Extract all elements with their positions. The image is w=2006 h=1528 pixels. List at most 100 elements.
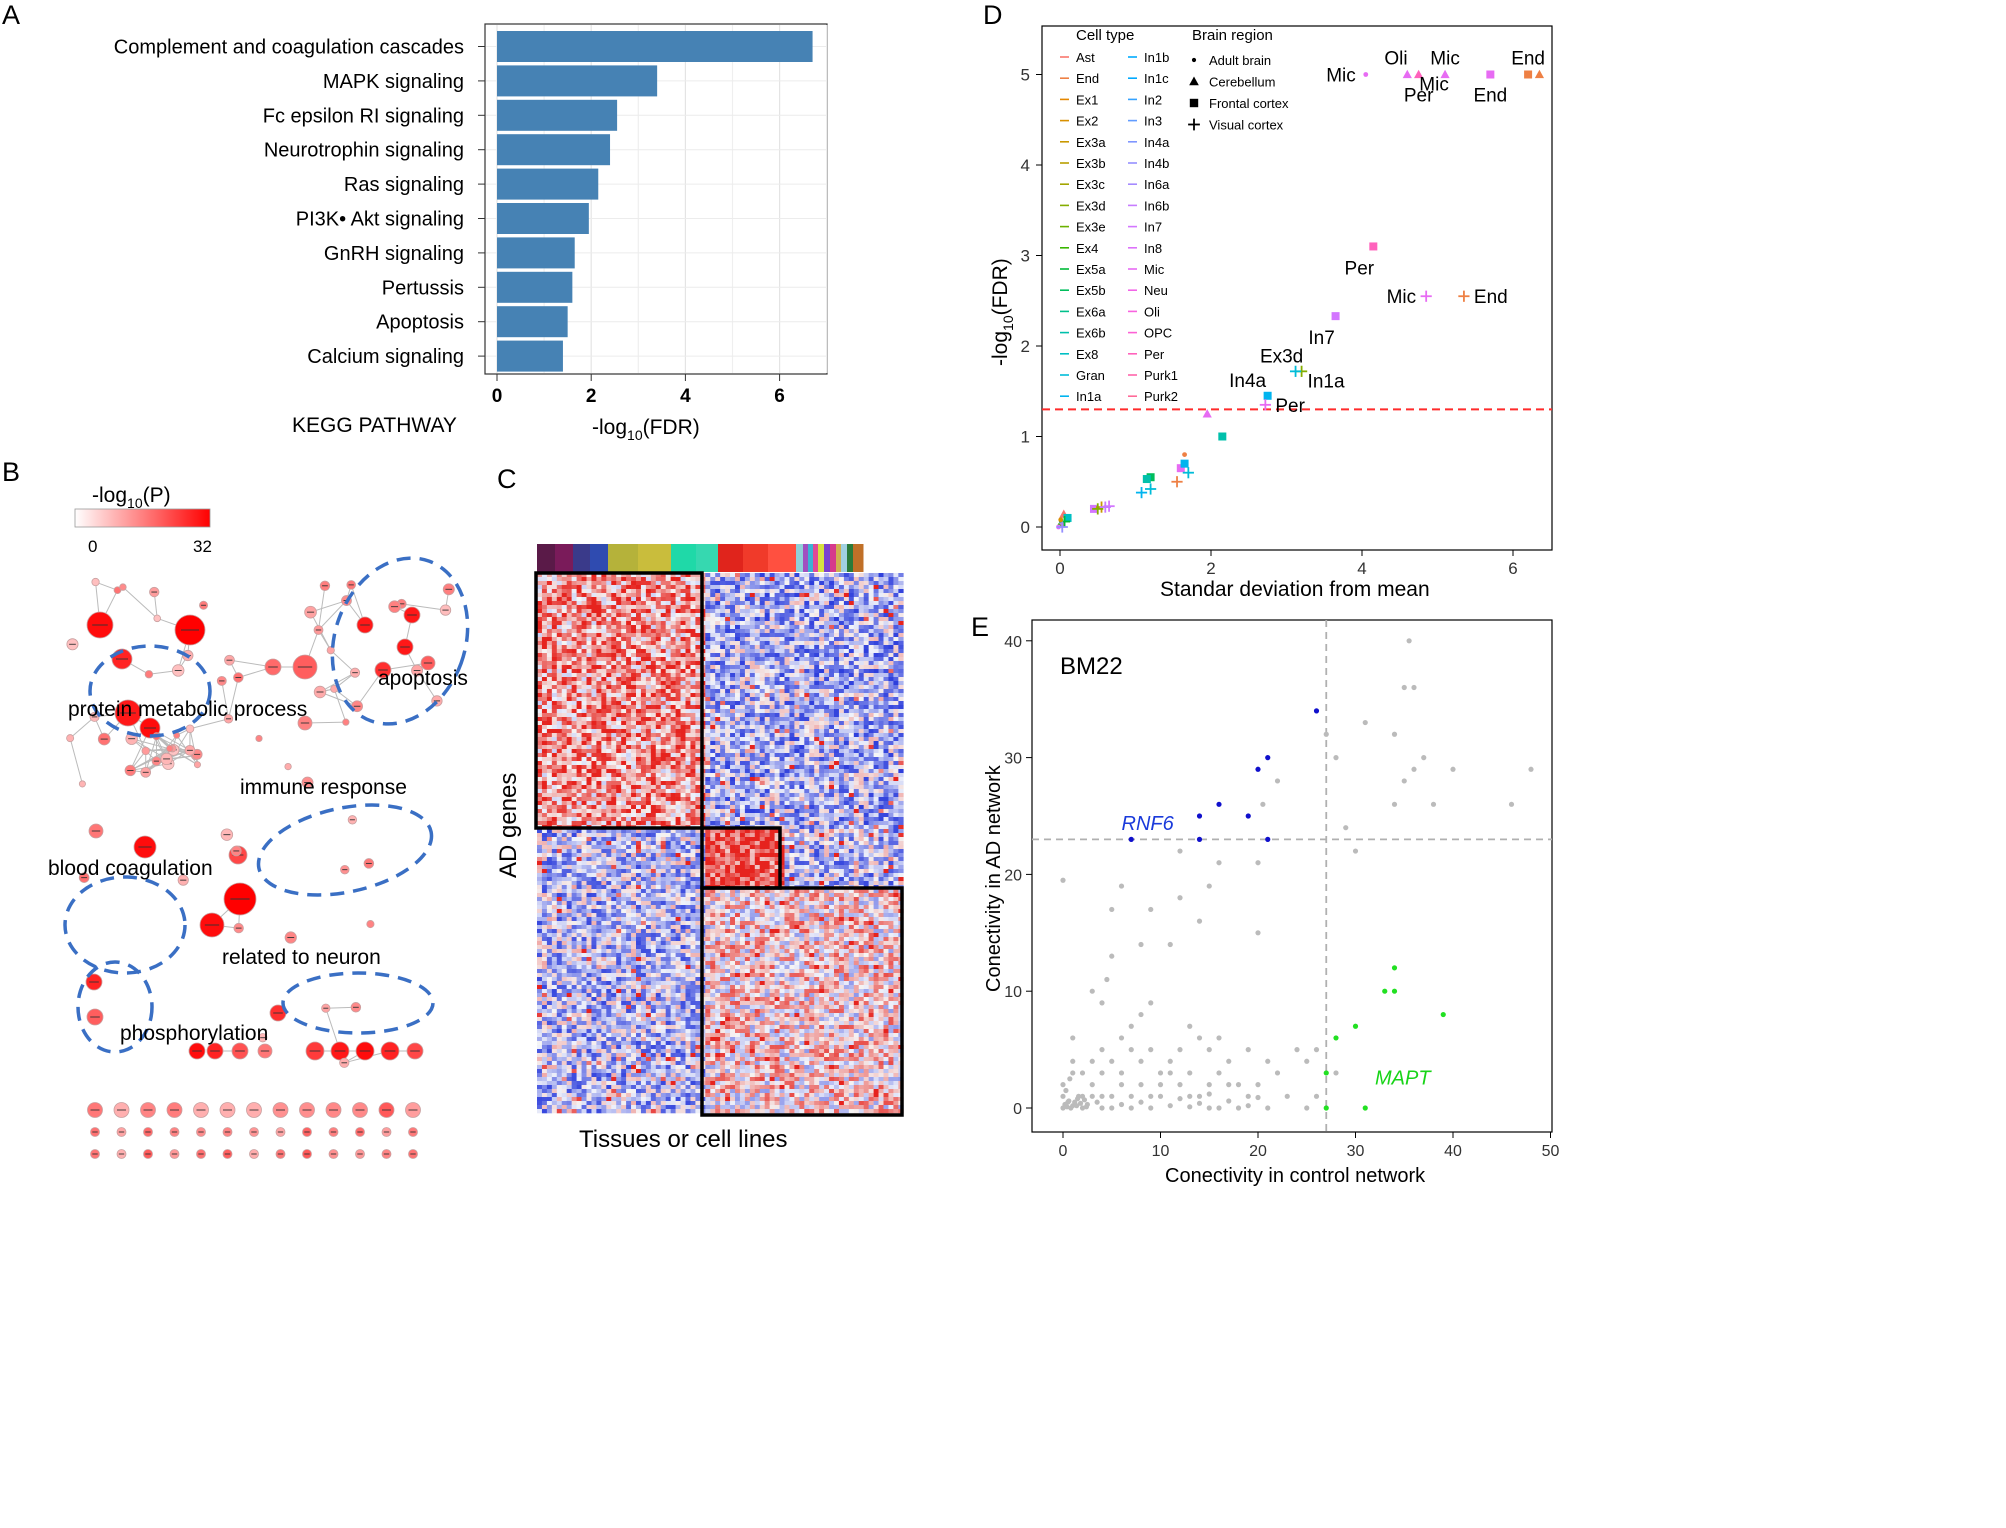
heatmap-cell <box>541 573 548 578</box>
heatmap-cell <box>848 573 855 578</box>
heatmap-cell <box>611 785 617 790</box>
heatmap-cell <box>680 709 686 714</box>
heatmap-cell <box>640 665 647 670</box>
heatmap-cell <box>660 805 666 810</box>
heatmap-cell <box>888 785 894 790</box>
heatmap-cell <box>546 793 553 798</box>
heatmap-cell <box>715 689 721 694</box>
heatmap-cell <box>695 733 701 738</box>
heatmap-cell <box>640 653 647 658</box>
heatmap-cell <box>799 681 805 686</box>
heatmap-cell <box>670 709 676 714</box>
heatmap-cell <box>769 693 775 698</box>
heatmap-cell <box>616 745 622 750</box>
heatmap-cell <box>705 653 711 658</box>
heatmap-cell <box>819 621 825 626</box>
heatmap-cell <box>843 769 850 774</box>
heatmap-cell <box>779 581 785 586</box>
heatmap-cell <box>764 805 770 810</box>
heatmap-cell <box>670 813 676 818</box>
heatmap-cell <box>834 641 840 646</box>
heatmap-cell <box>715 713 721 718</box>
heatmap-cell <box>655 657 662 662</box>
heatmap-cell <box>680 645 686 650</box>
heatmap-cell <box>685 781 691 786</box>
heatmap-cell <box>794 813 800 818</box>
heatmap-cell <box>809 681 815 686</box>
heatmap-cell <box>898 789 904 794</box>
heatmap-cell <box>858 717 864 722</box>
heatmap-cell <box>809 601 815 606</box>
heatmap-cell <box>784 697 790 702</box>
heatmap-cell <box>754 729 761 734</box>
heatmap-cell <box>601 633 607 638</box>
heatmap-cell <box>735 761 741 766</box>
heatmap-cell <box>690 661 696 666</box>
heatmap-cell <box>834 573 840 578</box>
heatmap-cell <box>848 653 855 658</box>
heatmap-cell <box>631 753 637 758</box>
heatmap-cell <box>774 705 780 710</box>
heatmap-cell <box>685 777 691 782</box>
heatmap-cell <box>685 769 691 774</box>
heatmap-cell <box>606 737 612 742</box>
heatmap-cell <box>779 621 785 626</box>
heatmap-cell <box>730 589 736 594</box>
heatmap-cell <box>650 813 657 818</box>
heatmap-cell <box>621 661 627 666</box>
heatmap-cell <box>739 745 746 750</box>
heatmap-cell <box>819 693 825 698</box>
heatmap-cell <box>754 801 761 806</box>
heatmap-cell <box>537 577 543 582</box>
heatmap-cell <box>754 657 761 662</box>
heatmap-cell <box>873 797 879 802</box>
heatmap-cell <box>744 613 751 618</box>
heatmap-cell <box>675 745 681 750</box>
heatmap-cell <box>784 613 790 618</box>
heatmap-cell <box>794 577 800 582</box>
heatmap-cell <box>779 665 785 670</box>
heatmap-cell <box>571 585 577 590</box>
heatmap-cell <box>586 685 592 690</box>
heatmap-cell <box>537 629 543 634</box>
heatmap-cell <box>725 709 731 714</box>
heatmap-cell <box>744 813 751 818</box>
heatmap-cell <box>888 601 894 606</box>
heatmap-cell <box>873 737 879 742</box>
heatmap-cell <box>769 721 775 726</box>
heatmap-cell <box>730 685 736 690</box>
heatmap-cell <box>695 625 701 630</box>
heatmap-cell <box>715 641 721 646</box>
heatmap-cell <box>705 769 711 774</box>
heatmap-cell <box>616 637 622 642</box>
heatmap-cell <box>705 673 711 678</box>
heatmap-cell <box>843 765 850 770</box>
heatmap-cell <box>898 777 904 782</box>
network-node <box>284 762 292 771</box>
heatmap-cell <box>853 685 860 690</box>
heatmap-cell <box>631 681 637 686</box>
heatmap-cell <box>735 693 741 698</box>
heatmap-cell <box>764 793 770 798</box>
heatmap-cell <box>784 589 790 594</box>
heatmap-cell <box>858 657 864 662</box>
heatmap-cell <box>571 577 577 582</box>
heatmap-cell <box>571 777 577 782</box>
heatmap-cell <box>665 797 671 802</box>
heatmap-cell <box>883 769 889 774</box>
heatmap-cell <box>774 697 780 702</box>
heatmap-cell <box>690 625 696 630</box>
heatmap-cell <box>883 641 889 646</box>
heatmap-cell <box>878 609 884 614</box>
heatmap-cell <box>601 713 607 718</box>
heatmap-cell <box>759 721 765 726</box>
heatmap-cell <box>759 725 765 730</box>
heatmap-cell <box>631 609 637 614</box>
heatmap-cell <box>601 601 607 606</box>
heatmap-cell <box>809 753 815 758</box>
heatmap-cell <box>843 737 850 742</box>
heatmap-cell <box>814 705 820 710</box>
heatmap-cell <box>710 765 716 770</box>
heatmap-cell <box>626 777 632 782</box>
heatmap-cell <box>695 741 701 746</box>
